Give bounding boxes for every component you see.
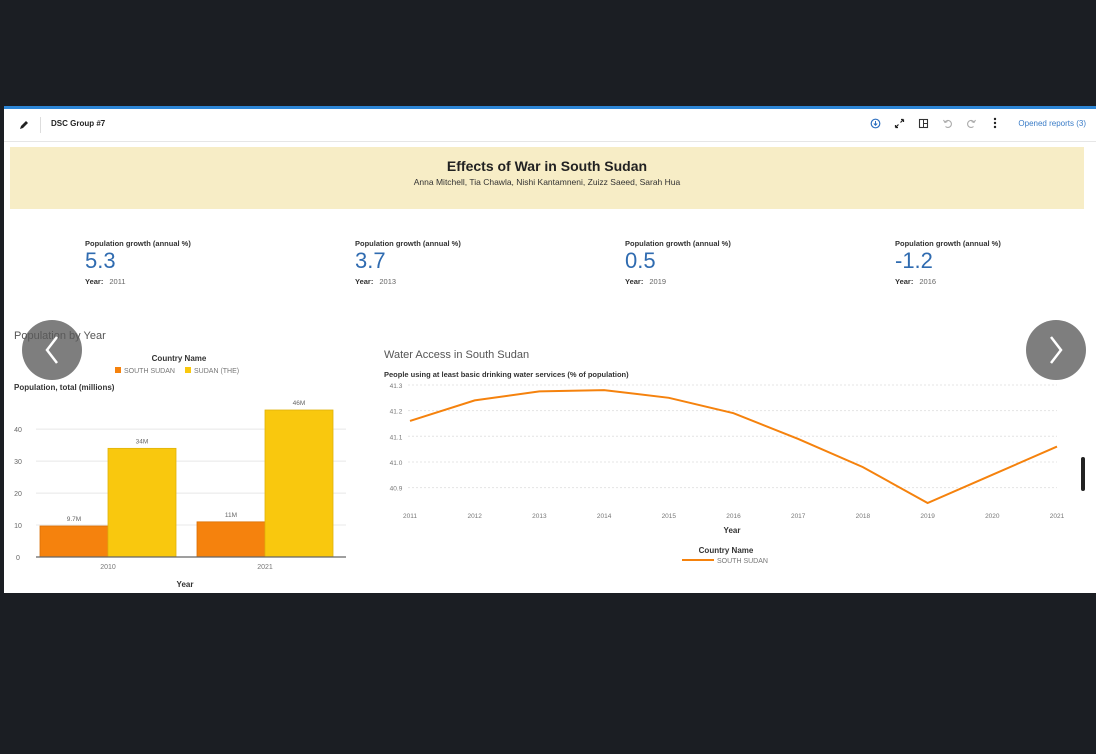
report-title: DSC Group #7: [51, 119, 106, 128]
kpi-tile-1[interactable]: Population growth (annual %) 5.3 Year: 20…: [85, 239, 285, 286]
kpi-value: 3.7: [355, 248, 386, 273]
title-banner: Effects of War in South Sudan Anna Mitch…: [10, 147, 1084, 209]
dashboard-title: Effects of War in South Sudan: [446, 158, 648, 174]
kpi-value: 5.3: [85, 248, 116, 273]
line-x-tick-label: 2011: [403, 513, 417, 520]
kpi-year-value: 2016: [919, 277, 937, 286]
line-y-tick-label: 41.1: [390, 434, 403, 441]
bar-y-tick-label: 30: [14, 459, 22, 466]
kpi-value: 0.5: [625, 248, 656, 273]
bar-y-tick-label: 0: [16, 555, 20, 562]
bar-south-sudan-2021: [196, 521, 266, 558]
legend-swatch-south-sudan: [115, 367, 121, 373]
bar-x-axis-label: Year: [177, 580, 194, 587]
bar-y-axis-label: Population, total (millions): [14, 383, 115, 392]
more-options-icon[interactable]: [988, 116, 1002, 130]
bar-data-label: 9.7M: [67, 516, 81, 523]
line-x-tick-label: 2017: [791, 513, 806, 520]
kpi-label: Population growth (annual %): [625, 239, 731, 248]
line-legend-title: Country Name: [699, 546, 754, 555]
redo-icon[interactable]: [964, 116, 978, 130]
kpi-label: Population growth (annual %): [895, 239, 1001, 248]
kpi-tile-4[interactable]: Population growth (annual %) -1.2 Year: 2…: [895, 239, 1095, 286]
bar-legend-title: Country Name: [152, 354, 207, 363]
kpi-year: Year: 2016: [895, 277, 1095, 286]
line-x-tick-label: 2020: [985, 513, 1000, 520]
kpi-year-value: 2013: [379, 277, 397, 286]
line-x-tick-label: 2019: [920, 513, 935, 520]
scroll-indicator[interactable]: [1081, 457, 1085, 491]
water-access-line-chart[interactable]: People using at least basic drinking wat…: [374, 363, 1064, 563]
kpi-year: Year: 2019: [625, 277, 825, 286]
kpi-year: Year: 2011: [85, 277, 285, 286]
line-x-tick-label: 2016: [726, 513, 741, 520]
edit-pencil-icon[interactable]: [18, 119, 30, 131]
line-y-tick-label: 41.3: [390, 383, 403, 390]
bar-sudan-the--2021: [264, 409, 334, 558]
expand-icon[interactable]: [892, 116, 906, 130]
bar-x-tick-label: 2010: [100, 564, 116, 571]
bar-data-label: 34M: [136, 438, 149, 445]
line-x-tick-label: 2015: [662, 513, 677, 520]
population-bar-chart[interactable]: Country Name SOUTH SUDAN SUDAN (THE) Popula…: [4, 347, 354, 587]
line-y-tick-label: 41.0: [390, 460, 403, 467]
previous-slide-button[interactable]: [22, 320, 82, 380]
kpi-tile-2[interactable]: Population growth (annual %) 3.7 Year: 20…: [355, 239, 555, 286]
toolbar-divider: [40, 117, 41, 133]
kpi-year-value: 2019: [649, 277, 667, 286]
kpi-label: Population growth (annual %): [355, 239, 461, 248]
line-y-axis-label: People using at least basic drinking wat…: [384, 370, 629, 379]
line-x-tick-label: 2018: [856, 513, 871, 520]
line-x-axis-label: Year: [724, 526, 741, 535]
kpi-year-label: Year:: [625, 277, 644, 286]
line-x-tick-label: 2021: [1050, 513, 1064, 520]
kpi-year-label: Year:: [355, 277, 374, 286]
kpi-value: -1.2: [895, 248, 933, 273]
download-icon[interactable]: [868, 116, 882, 130]
layout-icon[interactable]: [916, 116, 930, 130]
toolbar-actions: Opened reports (3): [868, 116, 1086, 130]
kpi-tile-3[interactable]: Population growth (annual %) 0.5 Year: 20…: [625, 239, 825, 286]
kpi-year-label: Year:: [85, 277, 104, 286]
kpi-year-value: 2011: [109, 277, 126, 286]
bar-y-tick-label: 20: [14, 491, 22, 498]
kpi-year-label: Year:: [895, 277, 914, 286]
undo-icon[interactable]: [940, 116, 954, 130]
report-toolbar: DSC Group #7 Opened reports (3): [4, 109, 1096, 142]
dashboard-authors: Anna Mitchell, Tia Chawla, Nishi Kantamn…: [413, 177, 681, 187]
bar-x-tick-label: 2021: [257, 564, 273, 571]
bar-y-tick-label: 40: [14, 427, 22, 434]
chevron-right-icon: [1050, 336, 1063, 364]
chevron-left-icon: [45, 336, 58, 364]
legend-swatch-sudan: [185, 367, 191, 373]
line-x-tick-label: 2013: [532, 513, 547, 520]
line-x-tick-label: 2014: [597, 513, 612, 520]
bar-y-tick-label: 10: [14, 523, 22, 530]
kpi-year: Year: 2013: [355, 277, 555, 286]
line-series-south-sudan: [409, 389, 1058, 505]
line-chart-title: Water Access in South Sudan: [384, 349, 530, 361]
report-canvas: DSC Group #7 Opened reports (3) Eff: [4, 106, 1096, 593]
bar-sudan-the--2010: [107, 447, 177, 558]
line-x-tick-label: 2012: [467, 513, 482, 520]
bar-data-label: 46M: [293, 400, 306, 407]
legend-label-sudan: SUDAN (THE): [194, 368, 239, 375]
opened-reports-link[interactable]: Opened reports (3): [1018, 118, 1086, 128]
kpi-label: Population growth (annual %): [85, 239, 191, 248]
legend-label-south-sudan: SOUTH SUDAN: [124, 368, 175, 375]
bar-data-label: 11M: [225, 512, 237, 519]
bar-south-sudan-2010: [39, 525, 109, 558]
line-y-tick-label: 40.9: [390, 486, 403, 493]
line-legend-label: SOUTH SUDAN: [717, 558, 768, 563]
line-y-tick-label: 41.2: [390, 409, 403, 416]
next-slide-button[interactable]: [1026, 320, 1086, 380]
